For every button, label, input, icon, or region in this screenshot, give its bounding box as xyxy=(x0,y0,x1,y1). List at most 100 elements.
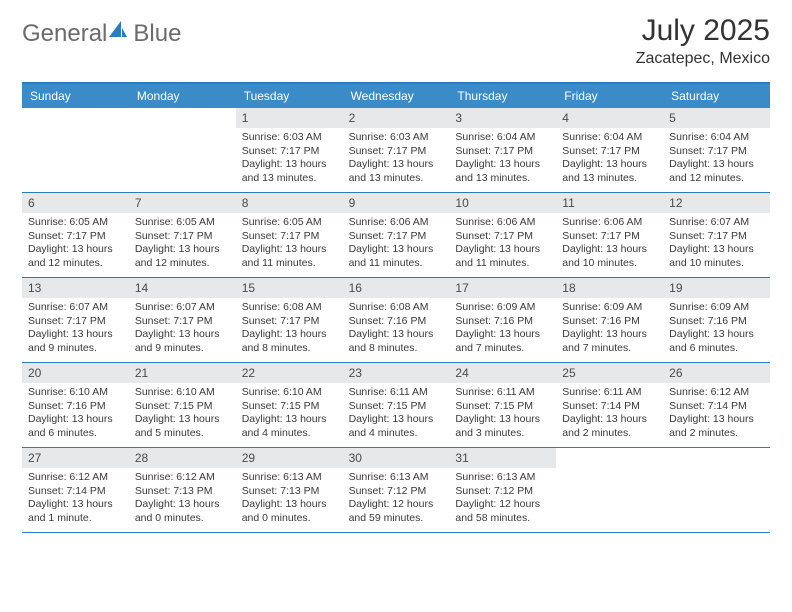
day-number: 23 xyxy=(343,363,450,383)
day-number: 17 xyxy=(449,278,556,298)
page-header: General Blue July 2025 Zacatepec, Mexico xyxy=(22,14,770,68)
sunrise-text: Sunrise: 6:03 AM xyxy=(242,131,337,145)
day-number: 27 xyxy=(22,448,129,468)
day-details: Sunrise: 6:12 AMSunset: 7:14 PMDaylight:… xyxy=(22,468,129,530)
day-details: Sunrise: 6:04 AMSunset: 7:17 PMDaylight:… xyxy=(663,128,770,190)
day-details: Sunrise: 6:09 AMSunset: 7:16 PMDaylight:… xyxy=(556,298,663,360)
daylight-text: Daylight: 13 hours and 5 minutes. xyxy=(135,413,230,440)
day-number: 15 xyxy=(236,278,343,298)
daylight-text: Daylight: 13 hours and 9 minutes. xyxy=(28,328,123,355)
daylight-text: Daylight: 13 hours and 13 minutes. xyxy=(242,158,337,185)
sunset-text: Sunset: 7:17 PM xyxy=(242,230,337,244)
day-cell: 31Sunrise: 6:13 AMSunset: 7:12 PMDayligh… xyxy=(449,448,556,532)
sunset-text: Sunset: 7:17 PM xyxy=(242,315,337,329)
sunrise-text: Sunrise: 6:11 AM xyxy=(349,386,444,400)
sunrise-text: Sunrise: 6:03 AM xyxy=(349,131,444,145)
day-cell: 24Sunrise: 6:11 AMSunset: 7:15 PMDayligh… xyxy=(449,363,556,447)
day-number: 24 xyxy=(449,363,556,383)
brand-name-part2: Blue xyxy=(133,20,181,48)
sunrise-text: Sunrise: 6:11 AM xyxy=(455,386,550,400)
sunrise-text: Sunrise: 6:13 AM xyxy=(349,471,444,485)
week-row: 20Sunrise: 6:10 AMSunset: 7:16 PMDayligh… xyxy=(22,363,770,448)
sunset-text: Sunset: 7:17 PM xyxy=(135,315,230,329)
weekday-header: Wednesday xyxy=(343,84,450,108)
day-number: 16 xyxy=(343,278,450,298)
day-details: Sunrise: 6:09 AMSunset: 7:16 PMDaylight:… xyxy=(449,298,556,360)
week-row: 1 Sunrise: 6:03 AM Sunset: 7:17 PM Daylight… xyxy=(22,108,770,193)
daylight-text: Daylight: 13 hours and 11 minutes. xyxy=(349,243,444,270)
daylight-text: Daylight: 13 hours and 2 minutes. xyxy=(669,413,764,440)
sunrise-text: Sunrise: 6:04 AM xyxy=(669,131,764,145)
sunset-text: Sunset: 7:14 PM xyxy=(562,400,657,414)
weekday-header: Monday xyxy=(129,84,236,108)
day-cell: 3Sunrise: 6:04 AMSunset: 7:17 PMDaylight… xyxy=(449,108,556,192)
sunset-text: Sunset: 7:16 PM xyxy=(28,400,123,414)
daylight-text: Daylight: 13 hours and 11 minutes. xyxy=(242,243,337,270)
day-details: Sunrise: 6:12 AMSunset: 7:14 PMDaylight:… xyxy=(663,383,770,445)
week-row: 27Sunrise: 6:12 AMSunset: 7:14 PMDayligh… xyxy=(22,448,770,533)
day-cell: 12Sunrise: 6:07 AMSunset: 7:17 PMDayligh… xyxy=(663,193,770,277)
day-number: 14 xyxy=(129,278,236,298)
day-details: Sunrise: 6:10 AMSunset: 7:15 PMDaylight:… xyxy=(129,383,236,445)
day-number: 4 xyxy=(556,108,663,128)
day-number: 20 xyxy=(22,363,129,383)
sunset-text: Sunset: 7:14 PM xyxy=(28,485,123,499)
calendar-grid: Sunday Monday Tuesday Wednesday Thursday… xyxy=(22,82,770,533)
day-details: Sunrise: 6:10 AMSunset: 7:15 PMDaylight:… xyxy=(236,383,343,445)
day-cell: 30Sunrise: 6:13 AMSunset: 7:12 PMDayligh… xyxy=(343,448,450,532)
day-cell: 15Sunrise: 6:08 AMSunset: 7:17 PMDayligh… xyxy=(236,278,343,362)
title-block: July 2025 Zacatepec, Mexico xyxy=(636,14,770,68)
daylight-text: Daylight: 13 hours and 10 minutes. xyxy=(562,243,657,270)
day-details: Sunrise: 6:06 AMSunset: 7:17 PMDaylight:… xyxy=(449,213,556,275)
weekday-header-row: Sunday Monday Tuesday Wednesday Thursday… xyxy=(22,84,770,108)
day-cell: 29Sunrise: 6:13 AMSunset: 7:13 PMDayligh… xyxy=(236,448,343,532)
calendar-page: General Blue July 2025 Zacatepec, Mexico… xyxy=(0,0,792,543)
sunset-text: Sunset: 7:17 PM xyxy=(669,230,764,244)
weekday-header: Thursday xyxy=(449,84,556,108)
day-cell: 26Sunrise: 6:12 AMSunset: 7:14 PMDayligh… xyxy=(663,363,770,447)
daylight-text: Daylight: 13 hours and 2 minutes. xyxy=(562,413,657,440)
day-number: 22 xyxy=(236,363,343,383)
day-cell xyxy=(556,448,663,532)
sunrise-text: Sunrise: 6:05 AM xyxy=(28,216,123,230)
daylight-text: Daylight: 13 hours and 8 minutes. xyxy=(242,328,337,355)
day-number: 25 xyxy=(556,363,663,383)
day-cell: 19Sunrise: 6:09 AMSunset: 7:16 PMDayligh… xyxy=(663,278,770,362)
sunset-text: Sunset: 7:16 PM xyxy=(669,315,764,329)
sunrise-text: Sunrise: 6:05 AM xyxy=(242,216,337,230)
day-number: 19 xyxy=(663,278,770,298)
day-number: 11 xyxy=(556,193,663,213)
day-cell: 20Sunrise: 6:10 AMSunset: 7:16 PMDayligh… xyxy=(22,363,129,447)
sunset-text: Sunset: 7:14 PM xyxy=(669,400,764,414)
day-details: Sunrise: 6:13 AMSunset: 7:13 PMDaylight:… xyxy=(236,468,343,530)
day-number: 6 xyxy=(22,193,129,213)
sunrise-text: Sunrise: 6:09 AM xyxy=(562,301,657,315)
day-details: Sunrise: 6:09 AMSunset: 7:16 PMDaylight:… xyxy=(663,298,770,360)
day-details: Sunrise: 6:11 AMSunset: 7:15 PMDaylight:… xyxy=(343,383,450,445)
sunrise-text: Sunrise: 6:10 AM xyxy=(135,386,230,400)
daylight-text: Daylight: 13 hours and 6 minutes. xyxy=(669,328,764,355)
sunset-text: Sunset: 7:13 PM xyxy=(242,485,337,499)
day-number: 26 xyxy=(663,363,770,383)
day-number: 10 xyxy=(449,193,556,213)
day-cell: 5Sunrise: 6:04 AMSunset: 7:17 PMDaylight… xyxy=(663,108,770,192)
day-details: Sunrise: 6:11 AMSunset: 7:15 PMDaylight:… xyxy=(449,383,556,445)
day-cell xyxy=(129,108,236,192)
day-cell: 13Sunrise: 6:07 AMSunset: 7:17 PMDayligh… xyxy=(22,278,129,362)
daylight-text: Daylight: 13 hours and 13 minutes. xyxy=(562,158,657,185)
sunset-text: Sunset: 7:17 PM xyxy=(562,230,657,244)
day-details: Sunrise: 6:10 AMSunset: 7:16 PMDaylight:… xyxy=(22,383,129,445)
sunset-text: Sunset: 7:17 PM xyxy=(669,145,764,159)
sunset-text: Sunset: 7:15 PM xyxy=(455,400,550,414)
sunrise-text: Sunrise: 6:04 AM xyxy=(562,131,657,145)
day-details: Sunrise: 6:08 AMSunset: 7:16 PMDaylight:… xyxy=(343,298,450,360)
daylight-text: Daylight: 13 hours and 3 minutes. xyxy=(455,413,550,440)
day-number: 1 xyxy=(236,108,343,128)
sunset-text: Sunset: 7:17 PM xyxy=(455,145,550,159)
day-number: 9 xyxy=(343,193,450,213)
sunrise-text: Sunrise: 6:09 AM xyxy=(455,301,550,315)
sunrise-text: Sunrise: 6:06 AM xyxy=(455,216,550,230)
weekday-header: Tuesday xyxy=(236,84,343,108)
brand-sail-icon xyxy=(107,19,129,41)
day-number: 2 xyxy=(343,108,450,128)
